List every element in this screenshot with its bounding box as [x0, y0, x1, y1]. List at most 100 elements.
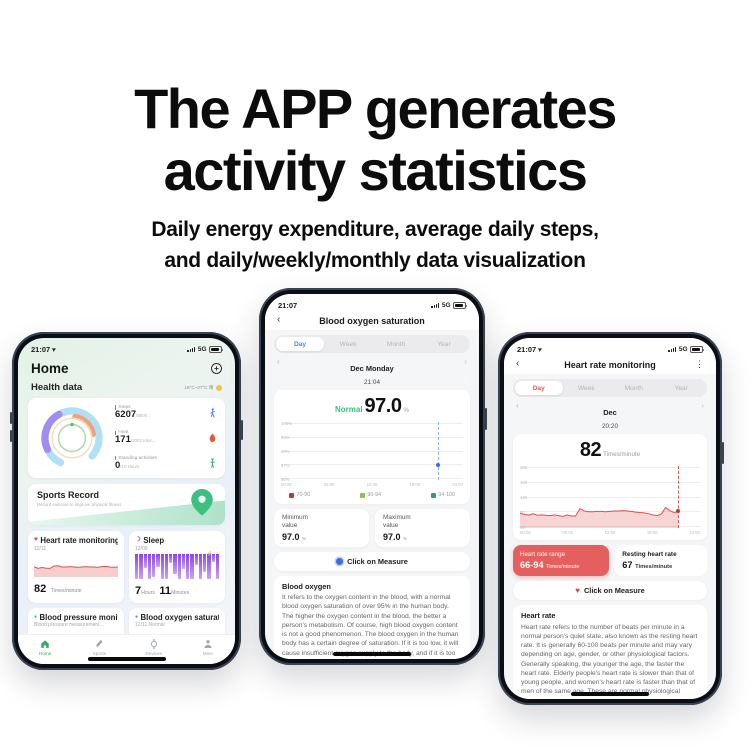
home-indicator: [571, 692, 649, 696]
next-day-icon[interactable]: ›: [464, 357, 467, 366]
tab-day[interactable]: Day: [276, 337, 324, 351]
heart-rate-card[interactable]: ♥ Heart rate monitoring 12/11 82 Times/mi…: [28, 531, 124, 603]
person-icon: [204, 640, 212, 649]
status-bar: 21:07 5G: [265, 294, 479, 312]
oxygen-measure-icon: [336, 557, 344, 565]
tab-week[interactable]: Week: [577, 384, 595, 392]
power-button: [722, 442, 724, 464]
sports-record-card[interactable]: Sports Record Record exercise to improve…: [28, 484, 225, 525]
tab-week[interactable]: Week: [339, 340, 357, 348]
activity-summary-card[interactable]: Steps 6207/8000... Heat 171/2003 Kiloc..…: [28, 398, 225, 478]
status-time: 21:07: [278, 301, 298, 310]
nav-home[interactable]: Home: [18, 639, 72, 656]
bolt-icon: ⚡: [206, 551, 213, 557]
blood-oxygen-info: Blood oxygen It refers to the oxygen con…: [274, 575, 470, 659]
x-axis-labels: 00:00 06:00 12:00 18:00 24:00: [281, 482, 463, 487]
heart-measure-icon: ♥: [575, 585, 580, 595]
steps-metric: Steps 6207/8000...: [115, 405, 217, 420]
volume-up-button: [10, 412, 12, 424]
tab-month[interactable]: Month: [624, 384, 643, 392]
oxygen-value: 97.0: [364, 394, 402, 417]
title-bar: ‹ Heart rate monitoring ⋮: [504, 356, 716, 374]
period-tabs: Day Week Month Year: [274, 335, 470, 353]
activity-rings-icon: [41, 407, 103, 469]
measure-time: 21:04: [364, 378, 380, 386]
title-bar: ‹ Blood oxygen saturation: [265, 312, 479, 330]
nav-sports[interactable]: Sports: [72, 639, 126, 656]
tab-day[interactable]: Day: [515, 381, 563, 395]
battery-icon: [453, 302, 468, 309]
tab-year[interactable]: Year: [674, 384, 688, 392]
health-data-label: Health data: [31, 382, 83, 393]
power-button: [241, 420, 243, 440]
battery-icon: [690, 346, 705, 353]
signal-icon: [431, 302, 440, 309]
page-subtitle: Daily energy expenditure, average daily …: [151, 218, 599, 272]
heart-rate-screen: 21:07 ➤ 5G ‹ Heart rate monitoring ⋮ Day …: [504, 338, 716, 699]
heat-metric: Heat 171/2003 Kiloc...: [115, 430, 217, 445]
network-label: 5G: [678, 346, 688, 353]
back-icon[interactable]: ‹: [516, 358, 520, 369]
home-screen: 21:07 ➤ 5G Home + Health data 18°C~27°C 晴: [18, 338, 235, 664]
measure-button[interactable]: Click on Measure: [274, 551, 470, 571]
oxygen-chart-card: Normal 97.0 % 100% 99% 98% 97% 96% 00:00…: [274, 389, 470, 504]
signal-icon: [187, 346, 196, 353]
status-bar: 21:07 ➤ 5G: [18, 338, 235, 356]
phone-blood-oxygen: 21:07 5G ‹ Blood oxygen saturation Day W…: [259, 288, 487, 665]
minimum-value-card: Minimum value 97.0 %: [274, 509, 369, 547]
watch-icon: [150, 639, 157, 649]
maximum-value-card: Maximum value 97.0 %: [375, 509, 470, 547]
location-icon: ➤: [537, 345, 544, 354]
add-button[interactable]: +: [211, 363, 222, 374]
tab-year[interactable]: Year: [437, 340, 451, 348]
status-badge: Normal: [334, 404, 363, 414]
x-axis-labels: 00:00 06:00 12:00 18:00 24:00: [520, 530, 700, 535]
battery-icon: [209, 346, 224, 353]
location-pin-icon: [191, 489, 213, 516]
sports-icon: [96, 640, 103, 647]
measure-time: 20:20: [602, 422, 618, 430]
date-navigator: ‹ Dec ›: [516, 401, 704, 418]
prev-day-icon[interactable]: ‹: [277, 357, 280, 366]
volume-down-button: [10, 430, 12, 442]
blood-oxygen-screen: 21:07 5G ‹ Blood oxygen saturation Day W…: [265, 294, 479, 659]
steps-walker-icon: [210, 407, 215, 418]
heart-rate-info: Heart rate Heart rate refers to the numb…: [513, 605, 707, 699]
resting-heart-rate-card: Resting heart rate 67 Times/minute: [615, 545, 707, 576]
sun-icon: [216, 384, 222, 391]
heart-rate-range-card: Heart rate range 66-94 Times/minute: [513, 545, 610, 576]
legend-green-swatch: [359, 492, 365, 498]
prev-day-icon[interactable]: ‹: [516, 401, 519, 410]
status-bar: 21:07 ➤ 5G: [504, 338, 716, 356]
heart-mini-chart: [34, 554, 118, 577]
flame-icon: [209, 433, 216, 443]
moon-icon: ☽: [135, 536, 141, 544]
period-tabs: Day Week Month Year: [513, 379, 707, 397]
hero-heading: The APP generates activity statistics Dai…: [0, 78, 750, 276]
signal-icon: [668, 346, 677, 353]
home-indicator: [333, 652, 411, 656]
standing-person-icon: [210, 458, 215, 469]
sleep-card[interactable]: ☽ Sleep 12/09 ⚡ 7Hours 11Minutes: [129, 531, 225, 603]
nav-mine[interactable]: Mine: [181, 639, 235, 656]
tab-month[interactable]: Month: [386, 340, 406, 348]
date-navigator: ‹ Dec Monday ›: [277, 357, 467, 374]
oxygen-day-chart: 100% 99% 98% 97% 96%: [281, 421, 463, 482]
back-icon[interactable]: ‹: [277, 314, 281, 325]
more-options-icon[interactable]: ⋮: [695, 359, 704, 369]
location-icon: ➤: [51, 345, 58, 354]
nav-devices[interactable]: Devices: [127, 639, 181, 656]
legend-red-swatch: [289, 492, 294, 498]
blue-dot-icon: ●: [135, 614, 139, 620]
legend-teal-swatch: [430, 492, 436, 498]
heart-rate-value: 82: [579, 438, 602, 461]
phone-home: 21:07 ➤ 5G Home + Health data 18°C~27°C 晴: [10, 332, 243, 670]
measure-button[interactable]: ♥ Click on Measure: [513, 581, 707, 600]
next-day-icon[interactable]: ›: [701, 401, 704, 410]
sleep-bars-chart: ⚡: [135, 551, 219, 579]
home-indicator: [87, 657, 166, 661]
heart-icon: ♥: [34, 536, 38, 544]
home-title: Home: [31, 361, 69, 376]
network-label: 5G: [197, 346, 207, 353]
